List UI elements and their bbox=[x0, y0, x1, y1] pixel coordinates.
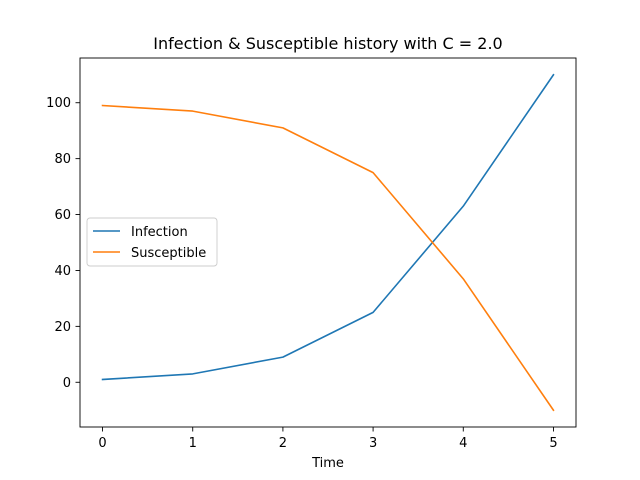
x-tick-label: 2 bbox=[279, 436, 287, 451]
legend: Infection Susceptible bbox=[86, 217, 218, 267]
legend-label-susceptible: Susceptible bbox=[131, 246, 206, 261]
y-tick-label: 0 bbox=[63, 376, 71, 391]
y-tick-label: 60 bbox=[54, 208, 71, 223]
series-line-infection bbox=[101, 73, 555, 381]
y-tick-label: 80 bbox=[54, 152, 71, 167]
x-tick-label: 1 bbox=[189, 436, 197, 451]
x-tick-label: 3 bbox=[369, 436, 377, 451]
y-axis: 0 20 40 60 80 100 bbox=[46, 96, 80, 391]
y-tick-label: 100 bbox=[46, 96, 71, 111]
x-tick-label: 5 bbox=[549, 436, 557, 451]
chart-title: Infection & Susceptible history with C =… bbox=[153, 34, 502, 53]
series-lines bbox=[101, 73, 555, 412]
y-tick-label: 40 bbox=[54, 264, 71, 279]
axes-frame bbox=[79, 57, 577, 428]
series-line-susceptible bbox=[101, 104, 555, 412]
x-tick-label: 4 bbox=[459, 436, 467, 451]
x-tick-label: 0 bbox=[98, 436, 106, 451]
x-axis-label: Time bbox=[311, 456, 344, 471]
legend-label-infection: Infection bbox=[131, 225, 188, 240]
x-axis: 0 1 2 3 4 5 bbox=[98, 427, 558, 451]
y-tick-label: 20 bbox=[54, 320, 71, 335]
legend-box bbox=[86, 217, 218, 267]
